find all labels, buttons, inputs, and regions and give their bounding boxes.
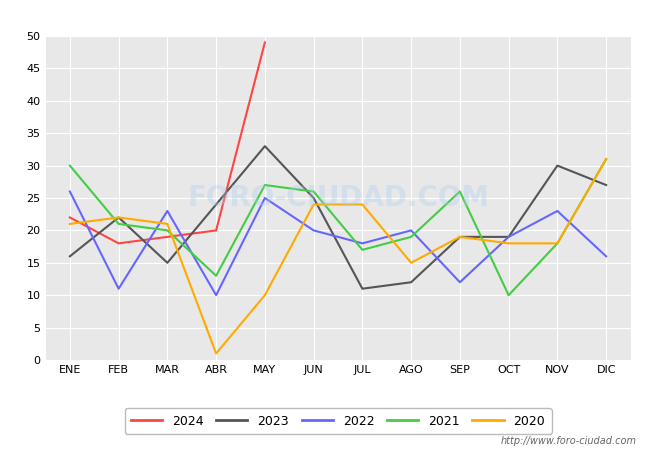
Legend: 2024, 2023, 2022, 2021, 2020: 2024, 2023, 2022, 2021, 2020 — [125, 408, 551, 434]
Text: http://www.foro-ciudad.com: http://www.foro-ciudad.com — [501, 436, 637, 446]
Text: Matriculaciones de Vehiculos en Alberic: Matriculaciones de Vehiculos en Alberic — [146, 7, 504, 25]
Text: FORO-CIUDAD.COM: FORO-CIUDAD.COM — [187, 184, 489, 212]
